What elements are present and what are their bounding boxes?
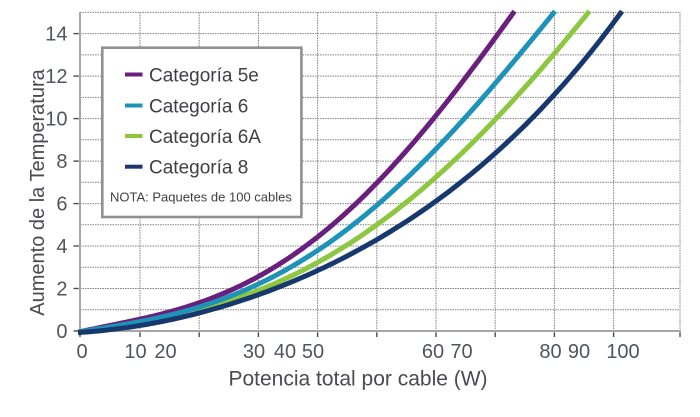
svg-text:Aumento de la Temperatura: Aumento de la Temperatura bbox=[27, 68, 49, 315]
svg-text:50: 50 bbox=[302, 341, 324, 363]
svg-text:30: 30 bbox=[243, 341, 265, 363]
svg-text:10: 10 bbox=[45, 109, 67, 131]
svg-text:10: 10 bbox=[124, 341, 146, 363]
svg-text:80: 80 bbox=[539, 341, 561, 363]
svg-text:2: 2 bbox=[56, 279, 67, 301]
svg-text:12: 12 bbox=[45, 66, 67, 88]
svg-text:NOTA: Paquetes de 100 cables: NOTA: Paquetes de 100 cables bbox=[110, 190, 292, 205]
svg-text:0: 0 bbox=[76, 341, 87, 363]
svg-text:0: 0 bbox=[56, 321, 67, 343]
svg-text:14: 14 bbox=[45, 24, 67, 46]
svg-text:70: 70 bbox=[450, 341, 472, 363]
svg-text:100: 100 bbox=[606, 341, 639, 363]
svg-text:20: 20 bbox=[154, 341, 176, 363]
svg-text:Categoría 6: Categoría 6 bbox=[149, 97, 248, 118]
svg-text:Categoría 8: Categoría 8 bbox=[149, 158, 248, 179]
svg-text:40: 40 bbox=[274, 341, 296, 363]
svg-text:8: 8 bbox=[56, 151, 67, 173]
svg-text:4: 4 bbox=[56, 236, 67, 258]
svg-text:Potencia total por cable (W): Potencia total por cable (W) bbox=[228, 368, 487, 391]
svg-text:60: 60 bbox=[422, 341, 444, 363]
svg-text:Categoría 5e: Categoría 5e bbox=[149, 66, 259, 87]
svg-text:90: 90 bbox=[568, 341, 590, 363]
svg-text:6: 6 bbox=[56, 194, 67, 216]
svg-text:Categoría 6A: Categoría 6A bbox=[149, 127, 261, 148]
